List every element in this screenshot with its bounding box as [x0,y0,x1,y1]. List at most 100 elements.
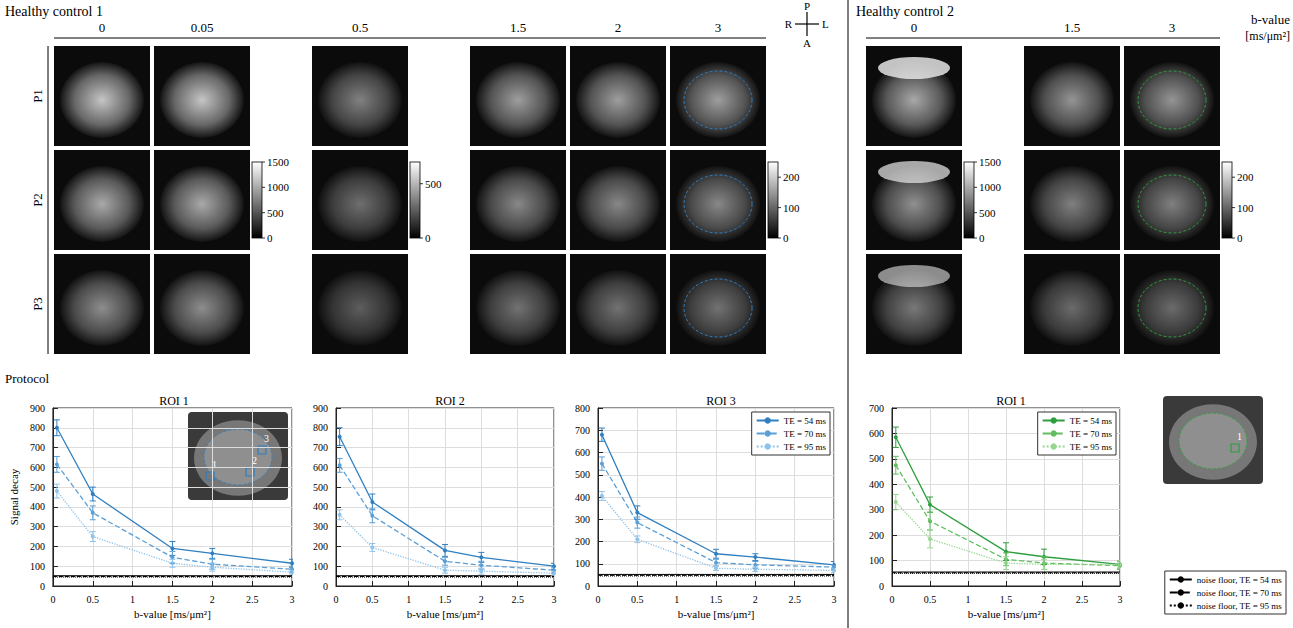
svg-text:1500: 1500 [979,156,1002,168]
svg-text:b-value [ms/μm²]: b-value [ms/μm²] [968,608,1045,620]
svg-text:500: 500 [869,453,884,464]
svg-text:600: 600 [575,447,590,458]
svg-text:900: 900 [30,403,45,414]
svg-text:2.5: 2.5 [511,594,524,605]
svg-text:noise floor, TE = 95 ms: noise floor, TE = 95 ms [1197,601,1283,611]
svg-text:3: 3 [832,594,837,605]
svg-text:3: 3 [1118,594,1123,605]
svg-text:1500: 1500 [267,156,290,168]
svg-text:0.5: 0.5 [924,594,937,605]
svg-text:0.5: 0.5 [352,20,368,35]
svg-text:0: 0 [783,232,789,244]
svg-text:400: 400 [575,492,590,503]
svg-text:2: 2 [1042,594,1047,605]
svg-text:0.05: 0.05 [191,20,214,35]
svg-text:0: 0 [267,232,273,244]
svg-text:TE = 95 ms: TE = 95 ms [1070,442,1113,452]
svg-text:b-value: b-value [1251,12,1290,27]
svg-text:100: 100 [1237,202,1254,214]
svg-text:0.5: 0.5 [366,594,379,605]
svg-text:noise floor, TE = 54 ms: noise floor, TE = 54 ms [1197,575,1283,585]
svg-text:P: P [804,0,810,12]
svg-text:600: 600 [869,428,884,439]
svg-text:100: 100 [783,202,800,214]
svg-text:600: 600 [313,462,328,473]
svg-text:1.5: 1.5 [1064,20,1080,35]
svg-text:TE = 95 ms: TE = 95 ms [784,442,827,452]
svg-text:2.5: 2.5 [788,594,801,605]
svg-text:300: 300 [869,504,884,515]
svg-text:P3: P3 [30,297,45,311]
svg-text:ROI 3: ROI 3 [706,394,736,408]
svg-text:0: 0 [979,232,985,244]
svg-text:300: 300 [30,521,45,532]
svg-text:200: 200 [1237,171,1254,183]
svg-text:200: 200 [869,530,884,541]
svg-text:900: 900 [313,403,328,414]
svg-text:2.5: 2.5 [246,594,259,605]
svg-text:300: 300 [313,521,328,532]
svg-text:1: 1 [406,594,411,605]
svg-text:b-value [ms/μm²]: b-value [ms/μm²] [407,608,484,620]
svg-text:1.5: 1.5 [510,20,526,35]
svg-text:100: 100 [313,561,328,572]
svg-text:0: 0 [890,594,895,605]
svg-text:800: 800 [30,422,45,433]
svg-text:0: 0 [911,20,918,35]
svg-text:Protocol: Protocol [5,371,49,386]
svg-text:Healthy control 2: Healthy control 2 [856,4,954,19]
svg-text:400: 400 [313,501,328,512]
svg-text:0: 0 [50,594,55,605]
svg-text:0: 0 [334,594,339,605]
svg-text:1: 1 [966,594,971,605]
svg-text:TE = 70 ms: TE = 70 ms [1070,429,1113,439]
svg-text:1: 1 [674,594,679,605]
svg-text:3: 3 [290,594,295,605]
svg-text:1000: 1000 [979,181,1002,193]
svg-text:1.5: 1.5 [439,594,452,605]
svg-text:500: 500 [313,482,328,493]
svg-text:Healthy control 1: Healthy control 1 [5,4,103,19]
svg-text:ROI 1: ROI 1 [159,394,189,408]
svg-text:3: 3 [552,594,557,605]
svg-text:A: A [803,37,811,49]
svg-text:2.5: 2.5 [1076,594,1089,605]
svg-text:200: 200 [313,541,328,552]
svg-text:b-value [ms/μm²]: b-value [ms/μm²] [678,608,755,620]
svg-text:0: 0 [40,581,45,592]
svg-text:1000: 1000 [267,181,290,193]
svg-text:500: 500 [575,469,590,480]
svg-text:L: L [822,18,829,30]
svg-text:700: 700 [313,442,328,453]
svg-text:400: 400 [869,479,884,490]
svg-text:500: 500 [267,207,284,219]
svg-text:0: 0 [879,581,884,592]
svg-text:2: 2 [210,594,215,605]
svg-text:[ms/μm²]: [ms/μm²] [1245,29,1290,43]
svg-text:0: 0 [596,594,601,605]
svg-text:TE = 54 ms: TE = 54 ms [1070,416,1113,426]
svg-text:2: 2 [615,20,622,35]
svg-text:300: 300 [575,514,590,525]
svg-text:TE = 70 ms: TE = 70 ms [784,429,827,439]
svg-text:100: 100 [30,561,45,572]
svg-text:0.5: 0.5 [631,594,644,605]
svg-text:0: 0 [1237,232,1243,244]
svg-text:100: 100 [575,558,590,569]
svg-text:0: 0 [585,581,590,592]
svg-text:800: 800 [575,403,590,414]
svg-text:500: 500 [979,207,996,219]
svg-text:1.5: 1.5 [166,594,179,605]
svg-text:3: 3 [1169,20,1176,35]
svg-text:0: 0 [425,232,431,244]
svg-text:1.5: 1.5 [710,594,723,605]
svg-text:ROI 1: ROI 1 [996,394,1026,408]
svg-text:P2: P2 [30,193,45,207]
svg-text:1: 1 [130,594,135,605]
svg-text:200: 200 [575,536,590,547]
svg-text:0: 0 [99,20,106,35]
svg-text:200: 200 [783,171,800,183]
svg-text:500: 500 [30,482,45,493]
svg-text:b-value [ms/μm²]: b-value [ms/μm²] [134,608,211,620]
svg-text:100: 100 [869,555,884,566]
